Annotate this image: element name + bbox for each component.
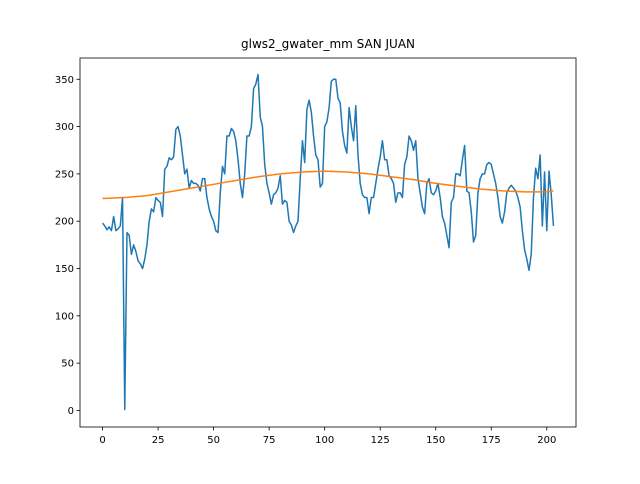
x-tick-label: 50 [207, 435, 220, 446]
x-tick-label: 200 [537, 435, 556, 446]
x-tick-label: 25 [152, 435, 165, 446]
x-tick-label: 0 [99, 435, 105, 446]
y-tick-label: 150 [55, 264, 74, 275]
y-tick-label: 0 [68, 406, 74, 417]
x-tick-label: 125 [371, 435, 390, 446]
x-tick-label: 100 [315, 435, 334, 446]
chart-title: glws2_gwater_mm SAN JUAN [241, 37, 415, 51]
series-line [102, 170, 554, 200]
series-line [101, 73, 555, 411]
x-tick-label: 75 [263, 435, 276, 446]
x-tick-label: 150 [426, 435, 445, 446]
x-tick-label: 175 [482, 435, 501, 446]
y-tick-label: 250 [55, 169, 74, 180]
y-tick-label: 350 [55, 75, 74, 86]
y-tick-label: 50 [61, 359, 74, 370]
y-tick-label: 100 [55, 311, 74, 322]
y-tick-label: 300 [55, 122, 74, 133]
y-tick-label: 200 [55, 217, 74, 228]
plot-frame [79, 57, 577, 428]
